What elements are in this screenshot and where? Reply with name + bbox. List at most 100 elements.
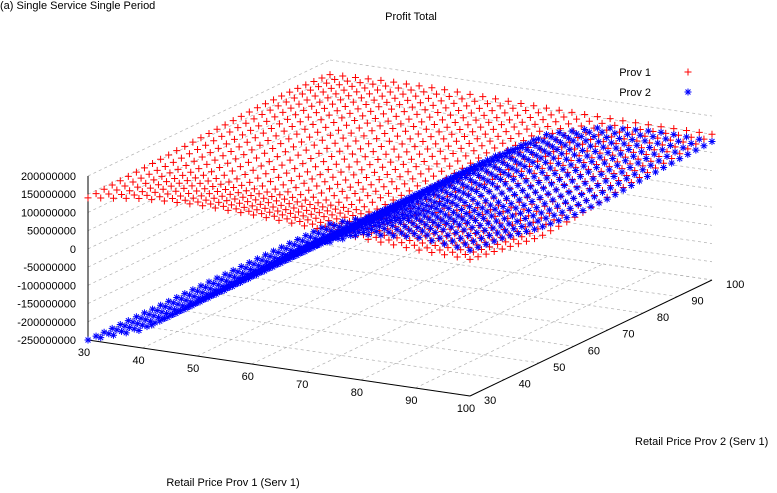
data-point-prov-1 [160, 186, 167, 193]
data-point-prov-1 [313, 109, 320, 116]
data-point-prov-1 [233, 205, 240, 212]
data-point-prov-1 [531, 235, 538, 242]
data-point-prov-2 [413, 215, 420, 222]
data-point-prov-1 [163, 178, 170, 185]
data-point-prov-1 [287, 105, 294, 112]
data-point-prov-1 [155, 181, 162, 188]
data-point-prov-2 [604, 196, 611, 203]
data-point-prov-1 [449, 249, 456, 256]
data-point-prov-2 [157, 302, 164, 309]
data-point-prov-1 [273, 132, 280, 139]
data-point-prov-1 [237, 209, 244, 216]
data-point-prov-1 [380, 183, 387, 190]
legend-marker-prov-1 [685, 69, 692, 76]
data-point-prov-2 [605, 149, 612, 156]
data-point-prov-2 [534, 218, 541, 225]
data-point-prov-2 [613, 145, 620, 152]
data-point-prov-1 [403, 148, 410, 155]
data-point-prov-2 [494, 184, 501, 191]
data-point-prov-1 [376, 176, 383, 183]
data-point-prov-2 [314, 242, 321, 249]
z-tick-label: -150000000 [17, 299, 76, 311]
data-point-prov-1 [358, 166, 365, 173]
data-point-prov-2 [161, 315, 168, 322]
data-point-prov-2 [570, 195, 577, 202]
data-point-prov-2 [566, 146, 573, 153]
data-point-prov-1 [355, 105, 362, 112]
data-point-prov-2 [504, 207, 511, 214]
data-point-prov-2 [545, 190, 552, 197]
data-point-prov-1 [292, 111, 299, 118]
data-point-prov-1 [286, 89, 293, 96]
data-point-prov-1 [154, 167, 161, 174]
data-point-prov-1 [173, 147, 180, 154]
data-point-prov-1 [288, 177, 295, 184]
data-point-prov-1 [434, 109, 441, 116]
data-point-prov-1 [369, 81, 376, 88]
data-point-prov-1 [279, 162, 286, 169]
data-point-prov-2 [444, 232, 451, 239]
data-point-prov-1 [330, 119, 337, 126]
data-point-prov-1 [348, 201, 355, 208]
data-point-prov-2 [426, 216, 433, 223]
data-point-prov-1 [273, 197, 280, 204]
data-point-prov-1 [448, 131, 455, 138]
data-point-prov-1 [316, 99, 323, 106]
data-point-prov-2 [134, 320, 141, 327]
data-point-prov-1 [469, 128, 476, 135]
data-point-prov-1 [248, 192, 255, 199]
data-point-prov-1 [371, 169, 378, 176]
data-point-prov-2 [628, 182, 635, 189]
data-point-prov-1 [341, 87, 348, 94]
data-point-prov-1 [328, 153, 335, 160]
data-point-prov-1 [101, 186, 108, 193]
data-point-prov-1 [430, 102, 437, 109]
data-point-prov-1 [340, 135, 347, 142]
data-point-prov-2 [680, 144, 687, 151]
data-point-prov-1 [387, 89, 394, 96]
x-tick-label: 50 [187, 363, 199, 375]
data-point-prov-1 [565, 120, 572, 127]
data-point-prov-2 [346, 227, 353, 234]
data-point-prov-1 [283, 98, 290, 105]
data-point-prov-1 [394, 133, 401, 140]
data-point-prov-1 [389, 125, 396, 132]
data-point-prov-1 [581, 111, 588, 118]
data-point-prov-2 [390, 232, 397, 239]
data-point-prov-1 [220, 152, 227, 159]
data-point-prov-1 [383, 151, 390, 158]
data-point-prov-2 [418, 218, 425, 225]
data-point-prov-1 [346, 164, 353, 171]
data-point-prov-1 [335, 127, 342, 134]
data-point-prov-1 [329, 211, 336, 218]
data-point-prov-1 [130, 179, 137, 186]
x-tick-label: 90 [405, 395, 417, 407]
data-point-prov-2 [118, 328, 125, 335]
data-point-prov-2 [467, 213, 474, 220]
data-point-prov-2 [523, 228, 530, 235]
data-point-prov-2 [85, 337, 92, 344]
data-point-prov-2 [133, 313, 140, 320]
data-point-prov-1 [212, 205, 219, 212]
data-point-prov-1 [430, 173, 437, 180]
data-point-prov-1 [126, 187, 133, 194]
data-point-prov-2 [206, 279, 213, 286]
data-point-prov-1 [189, 182, 196, 189]
data-point-prov-1 [363, 174, 370, 181]
data-point-prov-1 [568, 109, 575, 116]
data-point-prov-1 [365, 140, 372, 147]
data-point-prov-1 [275, 102, 282, 109]
data-point-prov-1 [505, 98, 512, 105]
data-point-prov-2 [457, 196, 464, 203]
data-point-prov-1 [338, 169, 345, 176]
data-point-prov-1 [540, 116, 547, 123]
data-point-prov-1 [374, 86, 381, 93]
data-point-prov-2 [655, 157, 662, 164]
data-point-prov-1 [303, 207, 310, 214]
data-point-prov-1 [218, 133, 225, 140]
data-point-prov-1 [321, 213, 328, 220]
data-point-prov-1 [310, 121, 317, 128]
data-point-prov-1 [285, 135, 292, 142]
data-point-prov-2 [510, 176, 517, 183]
data-point-prov-1 [442, 155, 449, 162]
